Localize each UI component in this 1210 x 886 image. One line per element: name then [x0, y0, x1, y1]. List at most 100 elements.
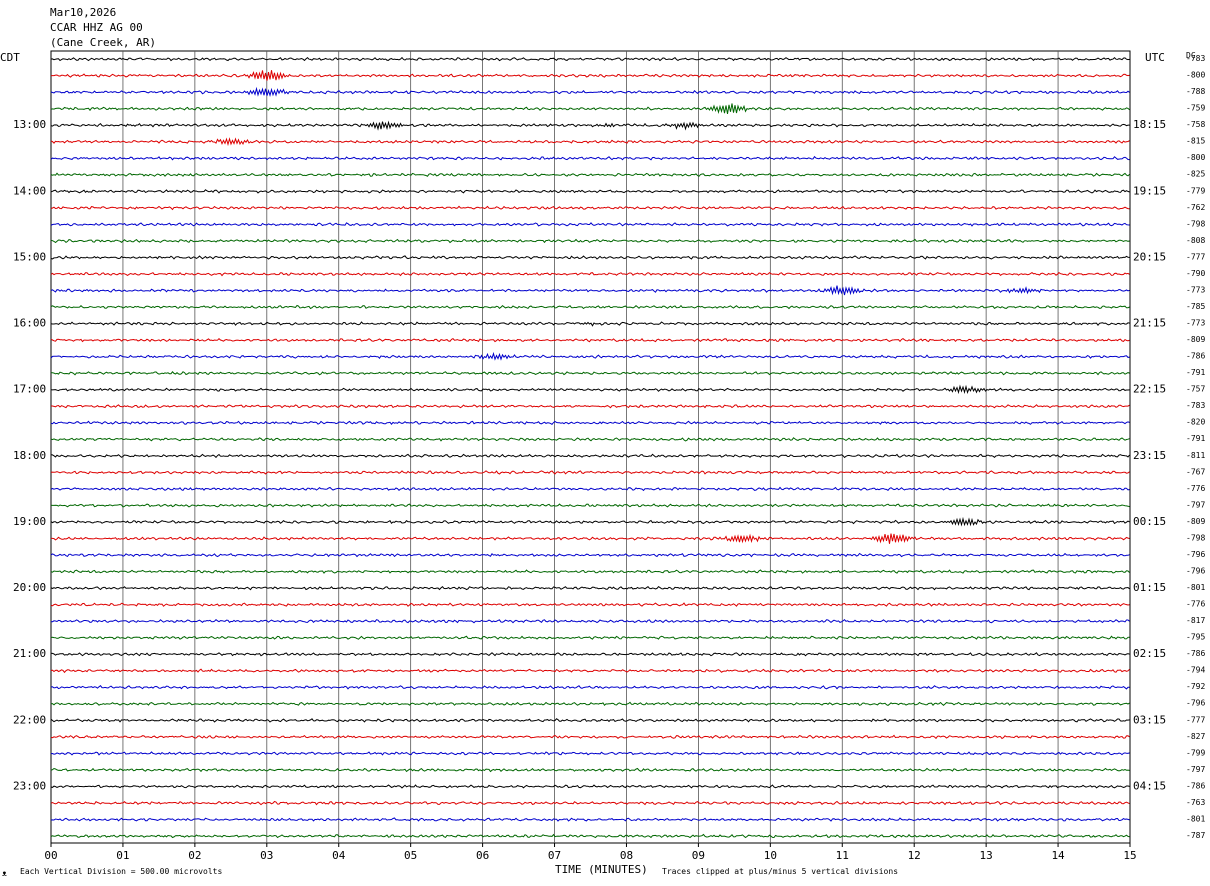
x-tick-label: 10	[764, 849, 777, 862]
dc-offset-label: -779	[1186, 186, 1205, 195]
seismic-trace	[50, 668, 1130, 674]
left-hour-label: 21:00	[13, 647, 46, 660]
seismic-trace	[50, 533, 1130, 544]
x-tick-label: 15	[1123, 849, 1136, 862]
seismic-trace	[50, 255, 1130, 260]
right-hour-labels: 18:15 19:15 20:15 21:15 22:15 23:15 00:15 01:15…	[1133, 118, 1166, 792]
x-tick-label: 08	[620, 849, 633, 862]
dc-offset-label: -783	[1186, 401, 1205, 410]
plot-frame	[50, 50, 1131, 844]
plot-grid	[50, 50, 1131, 844]
dc-offset-label: -799	[1186, 748, 1205, 757]
seismic-trace	[50, 800, 1130, 806]
dc-offset-label: -800	[1186, 153, 1205, 162]
right-hour-label: 20:15	[1133, 250, 1166, 263]
dc-offset-label: -791	[1186, 368, 1205, 377]
seismic-trace	[50, 384, 1130, 395]
seismic-trace	[50, 103, 1130, 115]
seismic-trace	[50, 420, 1130, 425]
seismic-trace	[50, 189, 1130, 194]
dc-offset-label: -759	[1186, 104, 1205, 113]
seismic-trace	[50, 503, 1130, 508]
dc-offset-label: -797	[1186, 765, 1205, 774]
seismic-trace	[50, 271, 1130, 277]
right-hour-label: 18:15	[1133, 118, 1166, 131]
dc-offset-label: -785	[1186, 302, 1205, 311]
dc-offset-label: -773	[1186, 285, 1205, 294]
seismic-trace	[50, 602, 1130, 607]
dc-offset-label: -795	[1186, 633, 1205, 642]
x-tick-label: 12	[908, 849, 921, 862]
x-tick-label: 05	[404, 849, 417, 862]
right-hour-label: 01:15	[1133, 581, 1166, 594]
seismic-trace	[50, 516, 1130, 527]
seismic-trace	[50, 817, 1130, 822]
x-tick-label: 03	[260, 849, 273, 862]
dc-offset-label: -811	[1186, 451, 1205, 460]
left-hour-label: 13:00	[13, 118, 46, 131]
right-zone-label: UTC	[1145, 51, 1165, 64]
dc-offset-label: -794	[1186, 666, 1205, 675]
x-tick-label: 00	[44, 849, 57, 862]
seismic-trace	[50, 371, 1130, 376]
dc-offset-label: -817	[1186, 616, 1205, 625]
seismic-trace	[50, 222, 1130, 227]
seismic-trace	[50, 56, 1130, 62]
seismic-trace	[50, 470, 1130, 475]
dc-label: DC	[1186, 51, 1196, 60]
left-hour-label: 17:00	[13, 383, 46, 396]
date-label: Mar10,2026	[50, 6, 116, 19]
dc-offset-label: -763	[1186, 798, 1205, 807]
seismic-trace	[50, 120, 1130, 131]
right-hour-label: 02:15	[1133, 647, 1166, 660]
dc-offset-label: -801	[1186, 814, 1205, 823]
left-hour-label: 19:00	[13, 515, 46, 528]
dc-offset-label: -797	[1186, 500, 1205, 509]
station-label: CCAR HHZ AG 00	[50, 21, 143, 34]
clip-note: Traces clipped at plus/minus 5 vertical …	[662, 867, 898, 876]
seismic-trace	[50, 734, 1130, 740]
seismic-trace	[50, 70, 1130, 81]
seismic-trace	[50, 833, 1130, 839]
dc-offset-label: -787	[1186, 831, 1205, 840]
seismic-trace	[50, 718, 1130, 723]
x-tick-label: 11	[836, 849, 849, 862]
dc-offset-label: -788	[1186, 87, 1205, 96]
seismic-trace	[50, 155, 1130, 161]
dc-offset-label: -786	[1186, 781, 1205, 790]
left-hour-label: 22:00	[13, 713, 46, 726]
dc-offset-label: -809	[1186, 517, 1205, 526]
dc-offset-label: -798	[1186, 219, 1205, 228]
seismic-trace	[50, 486, 1130, 492]
dc-offset-label: -773	[1186, 319, 1205, 328]
seismic-trace	[50, 86, 1130, 97]
x-tick-label: 09	[692, 849, 705, 862]
x-tick-label: 06	[476, 849, 489, 862]
x-tick-label: 02	[188, 849, 201, 862]
corner-mark: ᴥ	[2, 869, 7, 878]
seismic-trace	[50, 619, 1130, 624]
dc-offset-label: -796	[1186, 566, 1205, 575]
seismic-trace	[50, 701, 1130, 706]
dc-offset-label: -776	[1186, 600, 1205, 609]
seismic-trace	[50, 685, 1130, 690]
seismic-trace	[51, 404, 1130, 409]
left-hour-label: 23:00	[13, 779, 46, 792]
right-hour-label: 00:15	[1133, 515, 1166, 528]
dc-offset-label: -801	[1186, 583, 1205, 592]
left-hour-label: 20:00	[13, 581, 46, 594]
seismic-traces	[50, 56, 1130, 839]
dc-offset-label: -776	[1186, 484, 1205, 493]
dc-offset-label: -762	[1186, 203, 1205, 212]
seismic-trace	[50, 238, 1130, 244]
seismic-trace	[50, 304, 1130, 310]
left-hour-label: 14:00	[13, 184, 46, 197]
seismic-trace	[50, 552, 1130, 558]
dc-offset-label: -791	[1186, 434, 1205, 443]
right-hour-label: 22:15	[1133, 383, 1166, 396]
dc-offset-label: -796	[1186, 550, 1205, 559]
seismic-trace	[50, 205, 1130, 211]
x-tick-label: 13	[980, 849, 993, 862]
right-hour-label: 23:15	[1133, 449, 1166, 462]
